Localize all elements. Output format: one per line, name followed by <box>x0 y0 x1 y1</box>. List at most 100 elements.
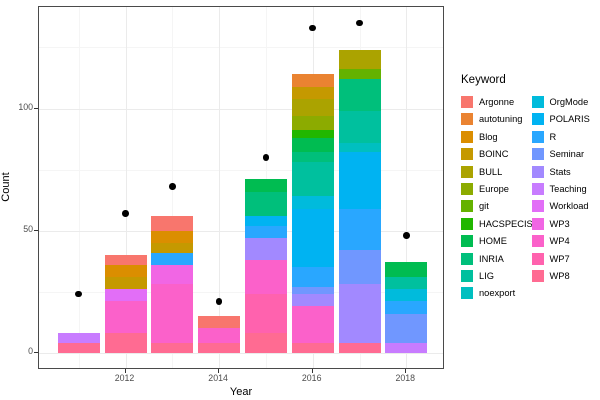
bar-segment <box>385 289 428 302</box>
bar-segment <box>291 294 334 307</box>
y-axis-tick <box>34 107 38 109</box>
legend-label: Europe <box>479 184 509 194</box>
legend-swatch <box>461 235 473 248</box>
bar-segment <box>338 79 381 111</box>
legend-swatch <box>461 217 473 230</box>
bar-segment <box>291 196 334 209</box>
legend-swatch <box>461 113 473 126</box>
gridline-minor-y <box>39 47 443 49</box>
data-point <box>169 183 176 190</box>
legend-label: noexport <box>479 288 516 299</box>
bar-segment <box>104 255 147 265</box>
bar-segment <box>338 284 381 343</box>
bar-segment <box>291 306 334 343</box>
bar-segment <box>244 237 287 260</box>
legend-label: INRIA <box>479 253 504 264</box>
bar-segment <box>104 333 147 353</box>
x-tick-label: 2018 <box>395 372 416 383</box>
bar-segment <box>151 252 194 265</box>
bar-segment <box>291 267 334 287</box>
legend-swatch <box>461 165 473 178</box>
bar-segment <box>291 74 334 87</box>
bar-segment <box>291 130 334 138</box>
bar-segment <box>198 316 241 329</box>
bar-segment <box>104 301 147 334</box>
bar-segment <box>291 86 334 99</box>
legend-label: WP7 <box>549 253 570 264</box>
bar-segment <box>291 98 334 116</box>
bar-segment <box>244 215 287 226</box>
legend-label: WP8 <box>549 271 570 281</box>
legend-label: LIG <box>479 271 494 281</box>
plot-panel <box>38 6 444 369</box>
legend-label: HACSPECIS <box>479 218 533 229</box>
gridline-major-y <box>39 352 443 354</box>
legend-label: Blog <box>479 131 498 142</box>
gridline-major-x <box>125 7 127 368</box>
bar-segment <box>104 276 147 290</box>
bar-segment <box>291 137 334 153</box>
legend-label: Argonne <box>479 97 515 107</box>
bar-segment <box>151 230 194 243</box>
bar-segment <box>244 294 287 334</box>
bar-segment <box>338 342 381 353</box>
bar-segment <box>151 242 194 253</box>
bar-segment <box>198 328 241 343</box>
gridline-major-x <box>406 7 408 368</box>
bar-segment <box>291 115 334 131</box>
legend-label: WP4 <box>549 236 570 247</box>
x-tick-label: 2016 <box>301 372 322 383</box>
legend-swatch <box>531 130 544 143</box>
bar-segment <box>385 262 428 277</box>
bar-segment <box>244 333 287 353</box>
legend-title: Keyword <box>461 74 506 86</box>
bar-segment <box>338 49 381 70</box>
legend-swatch <box>531 113 544 126</box>
bar-segment <box>291 342 334 353</box>
x-axis-tick <box>218 368 220 373</box>
bar-segment <box>57 342 100 353</box>
x-axis-title: Year <box>229 386 253 398</box>
bar-segment <box>385 342 428 353</box>
data-point <box>262 154 270 161</box>
bar-segment <box>338 69 381 80</box>
legend-label: POLARIS <box>549 114 590 125</box>
x-axis-tick <box>311 368 313 373</box>
legend-swatch <box>531 235 544 248</box>
legend-label: autotuning <box>479 114 523 125</box>
legend-label: BULL <box>479 166 503 177</box>
legend-label: Stats <box>549 166 571 177</box>
legend-swatch <box>461 270 473 282</box>
bar-segment <box>338 208 381 251</box>
x-tick-label: 2012 <box>114 372 135 383</box>
x-tick-label: 2014 <box>208 372 228 383</box>
bar-segment <box>291 208 334 268</box>
legend-label: Teaching <box>549 184 587 194</box>
data-point <box>403 232 410 239</box>
y-axis-title: Count <box>0 172 12 202</box>
bar-segment <box>151 342 194 353</box>
bar-segment <box>385 313 428 343</box>
bar-segment <box>244 225 287 238</box>
legend-label: WP3 <box>549 218 570 229</box>
bar-segment <box>291 152 334 163</box>
bar-segment <box>338 152 381 209</box>
legend-swatch <box>461 200 473 213</box>
legend-swatch <box>531 252 544 265</box>
bar-segment <box>104 289 147 302</box>
bar-segment <box>338 110 381 143</box>
legend-label: git <box>479 201 489 212</box>
legend-swatch <box>531 165 544 178</box>
bar-segment <box>338 250 381 285</box>
gridline-minor-y <box>39 169 443 171</box>
legend-swatch <box>461 148 473 161</box>
legend: Keyword Argonne autotuning Blog BOINC BULL Eu… <box>461 74 590 300</box>
bar-segment <box>291 286 334 295</box>
bar-segment <box>291 162 334 197</box>
y-tick-label: 50 <box>23 224 33 235</box>
gridline-major-y <box>39 230 443 232</box>
legend-swatch <box>531 148 544 161</box>
legend-label: Workload <box>549 201 589 212</box>
bar-segment <box>385 276 428 290</box>
legend-label: OrgMode <box>549 97 589 107</box>
